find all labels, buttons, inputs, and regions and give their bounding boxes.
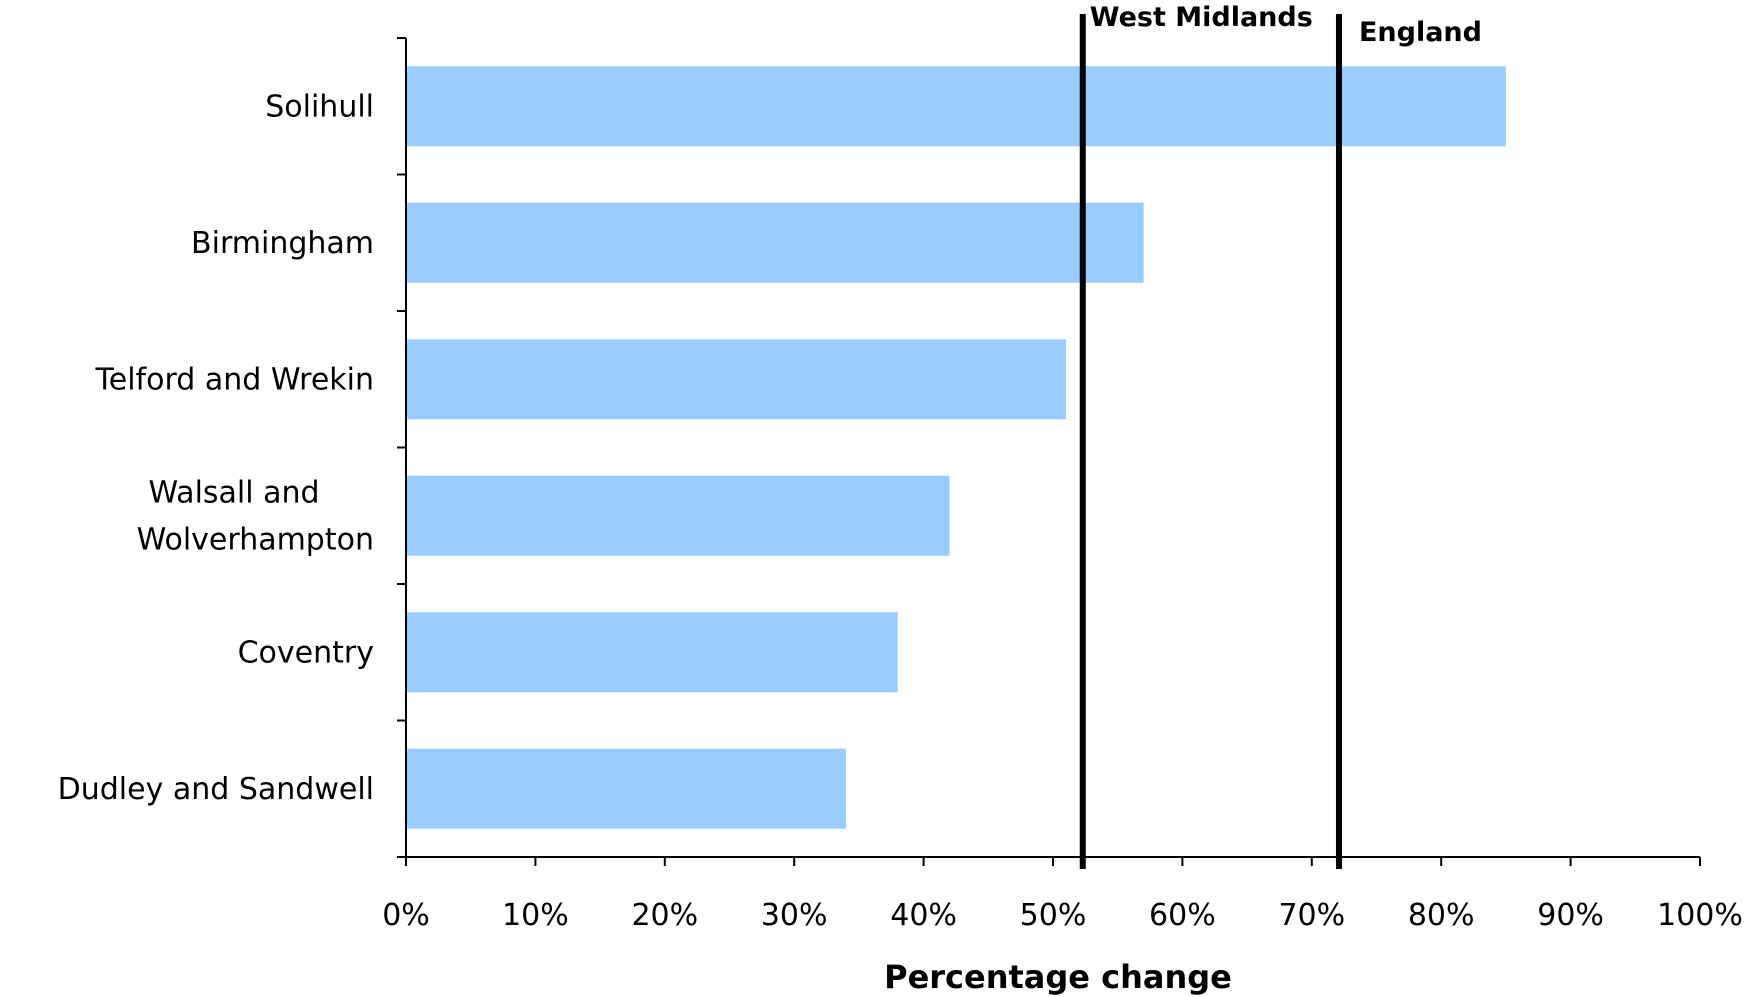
x-tick-label: 20% (631, 898, 698, 933)
x-tick-label: 70% (1278, 898, 1345, 933)
bar (406, 202, 1144, 283)
x-tick-label: 50% (1020, 898, 1087, 933)
reference-line-label: West Midlands (1090, 2, 1313, 33)
axes-group: 0% 10% 20% 30% 40% 50% 60% 70% 80% 90% 100% (382, 37, 1743, 933)
bars-group (406, 66, 1506, 829)
bar (406, 339, 1066, 420)
bar (406, 748, 846, 829)
x-tick-label: 40% (890, 898, 957, 933)
reference-lines-group: West Midlands England (1079, 2, 1482, 869)
category-label: Dudley and Sandwell (58, 772, 374, 807)
labels-group: Solihull Birmingham Telford and Wrekin Wals… (58, 89, 374, 807)
reference-line-label: England (1359, 17, 1482, 48)
x-tick-label: 90% (1537, 898, 1604, 933)
bar (406, 612, 898, 693)
x-tick-label: 0% (382, 898, 430, 933)
x-axis-title: Percentage change (884, 958, 1232, 996)
x-tick-label: 30% (761, 898, 828, 933)
x-tick-label: 100% (1657, 898, 1743, 933)
category-label: Coventry (238, 635, 374, 670)
bar (406, 475, 950, 556)
category-label: Walsall and Wolverhampton (137, 475, 374, 557)
x-tick-label: 10% (502, 898, 569, 933)
category-label: Solihull (265, 89, 374, 124)
category-label: Telford and Wrekin (95, 362, 374, 397)
bar (406, 66, 1506, 147)
x-tick-label: 80% (1408, 898, 1475, 933)
category-label: Birmingham (191, 226, 374, 261)
x-tick-label: 60% (1149, 898, 1216, 933)
